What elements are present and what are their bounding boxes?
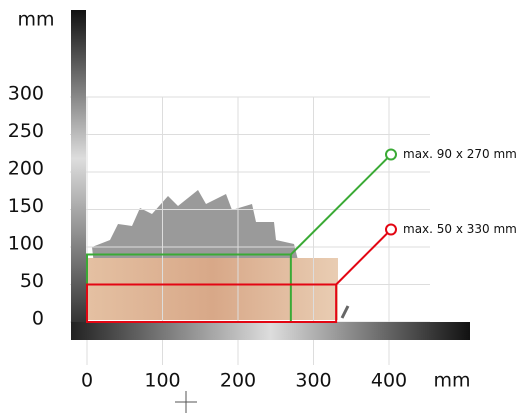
saw-tip <box>340 305 350 319</box>
y-tick-label: 150 <box>8 195 44 217</box>
legend-label: max. 90 x 270 mm <box>403 147 517 161</box>
y-axis-bar <box>71 10 86 340</box>
x-tick-label: 100 <box>144 370 180 392</box>
y-tick-label: 100 <box>8 233 44 255</box>
x-tick-label: 200 <box>220 370 256 392</box>
leader-line <box>290 153 392 256</box>
leader-line <box>335 228 392 286</box>
x-tick-label: 300 <box>295 370 331 392</box>
y-tick-label: 50 <box>20 270 44 292</box>
capacity-rect <box>86 283 338 323</box>
leader-dot <box>385 148 397 161</box>
legend-label: max. 50 x 330 mm <box>403 222 517 236</box>
x-axis-label: mm <box>433 370 470 392</box>
x-axis-bar <box>71 322 470 340</box>
y-tick-label: 250 <box>8 120 44 142</box>
y-tick-label: 0 <box>32 308 44 330</box>
y-tick-label: 300 <box>8 83 44 105</box>
leader-dot <box>385 223 397 236</box>
wood-block <box>88 258 338 320</box>
x-tick-label: 400 <box>371 370 407 392</box>
x-tick-label: 0 <box>81 370 93 392</box>
y-tick-label: 200 <box>8 158 44 180</box>
y-axis-label: mm <box>17 9 54 31</box>
